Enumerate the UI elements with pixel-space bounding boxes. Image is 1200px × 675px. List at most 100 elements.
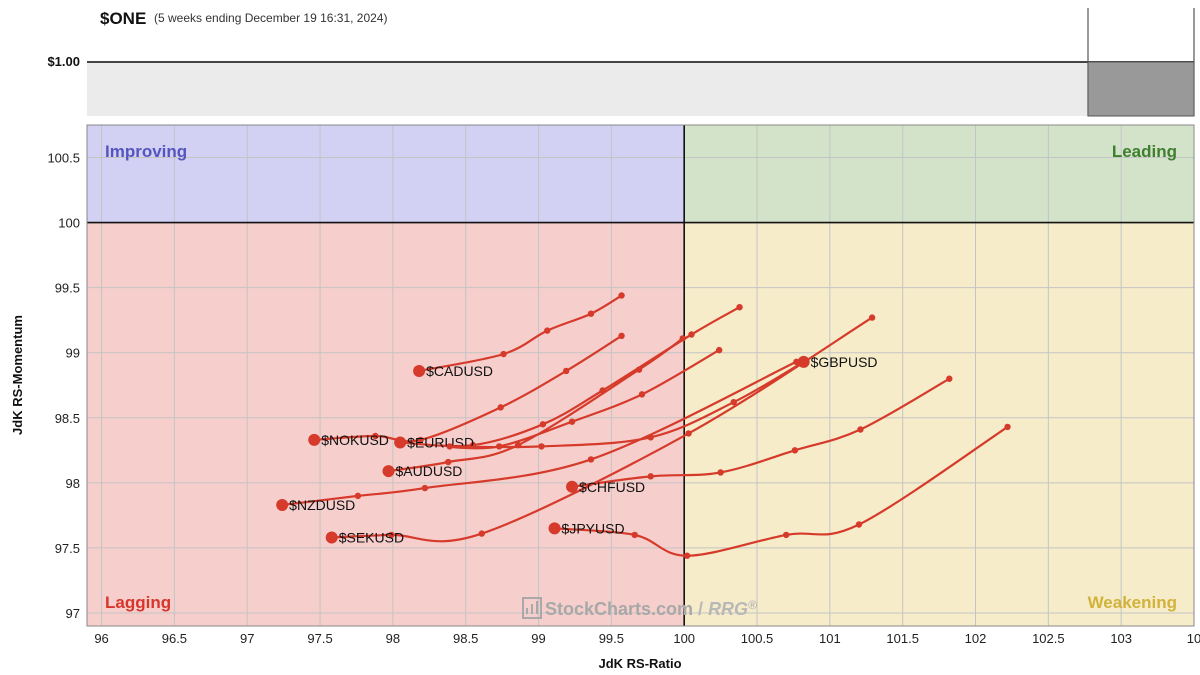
tail-point-sekusd <box>685 430 692 437</box>
head-marker-audusd <box>382 465 395 478</box>
tail-point-chfusd <box>717 469 724 476</box>
tail-point-nzdusd <box>793 358 800 366</box>
x-tick-label: 98 <box>386 631 400 646</box>
x-tick-label: 10 <box>1187 631 1200 646</box>
tail-point-jpyusd <box>1004 423 1011 431</box>
watermark: StockCharts.com / RRG® <box>522 597 757 619</box>
tail-point-nokusd <box>497 404 504 411</box>
x-axis-ticks: 96 96.5 97 97.5 98 98.5 99 99.5 100 100.5 101 101.5… <box>94 631 1200 646</box>
chart-subtitle: (5 weeks ending December 19 16:31, 2024) <box>154 11 387 25</box>
quadrant-label-improving: Improving <box>105 142 187 161</box>
tail-point-gbpusd <box>568 418 576 425</box>
tail-point-chfusd <box>791 447 799 454</box>
y-tick-label: 98.5 <box>55 411 80 426</box>
y-tick-label: 97 <box>66 606 80 621</box>
tail-point-audusd <box>514 441 522 449</box>
symbol-label-nokusd: $NOKUSD <box>321 432 389 448</box>
tails: $CADUSD$NOKUSD $EURUSD$GBPUSD$AUDUSD$NZDU… <box>276 292 1011 559</box>
price-bar <box>1087 61 1195 117</box>
head-marker-cadusd <box>413 364 426 377</box>
tail-point-audusd <box>445 458 452 466</box>
watermark-brand: StockCharts.com <box>545 599 693 619</box>
tail-point-gbpusd <box>638 391 646 398</box>
x-axis-title: JdK RS-Ratio <box>598 656 681 671</box>
y-tick-label: 99 <box>66 346 80 361</box>
tail-point-gbpusd <box>715 346 723 354</box>
symbol-label-chfusd: $CHFUSD <box>579 479 645 495</box>
stockcharts-logo-icon-bars <box>526 601 538 614</box>
tail-point-nokusd <box>563 367 570 375</box>
quadrant-weakening <box>684 222 1194 626</box>
x-tick-label: 101 <box>819 631 841 646</box>
tail-point-cadusd <box>618 292 625 299</box>
head-marker-jpyusd <box>548 522 561 535</box>
tail-point-nzdusd <box>587 456 595 463</box>
watermark-product: RRG <box>708 599 748 619</box>
head-marker-nzdusd <box>276 498 289 511</box>
tail-point-cadusd <box>544 327 551 334</box>
quadrant-lagging <box>87 222 685 626</box>
tail-point-nzdusd <box>421 484 429 492</box>
price-axis-label: $1.00 <box>47 54 80 69</box>
price-panel-bg <box>87 63 1088 116</box>
price-panel: $ONE (5 weeks ending December 19 16:31, … <box>47 8 1195 117</box>
symbol-label-gbpusd: $GBPUSD <box>811 354 878 370</box>
tail-point-nokusd <box>618 332 625 340</box>
quadrant-label-weakening: Weakening <box>1088 593 1177 612</box>
quadrant-leading <box>684 125 1194 223</box>
quadrant-label-leading: Leading <box>1112 142 1177 161</box>
chart-symbol: $ONE <box>100 9 146 28</box>
tail-point-cadusd <box>587 310 595 317</box>
x-tick-label: 96.5 <box>162 631 187 646</box>
tail-point-chfusd <box>857 426 864 433</box>
symbol-label-sekusd: $SEKUSD <box>339 530 404 546</box>
plot-frame <box>86 124 1195 627</box>
y-tick-label: 97.5 <box>55 541 80 556</box>
x-tick-label: 97 <box>240 631 254 646</box>
tail-point-gbpusd <box>730 398 737 406</box>
tail-line-audusd <box>387 337 684 473</box>
head-marker-nokusd <box>308 433 321 446</box>
symbol-label-nzdusd: $NZDUSD <box>289 497 355 513</box>
x-tick-label: 103 <box>1110 631 1132 646</box>
tail-point-sekusd <box>478 530 485 537</box>
x-tick-label: 102 <box>965 631 987 646</box>
y-tick-label: 98 <box>66 476 80 491</box>
x-tick-label: 102.5 <box>1032 631 1065 646</box>
tail-point-audusd <box>635 366 643 373</box>
tail-jpyusd: $JPYUSD <box>548 423 1011 559</box>
watermark-separator: / <box>693 599 708 619</box>
tail-point-sekusd <box>388 531 395 539</box>
tail-point-jpyusd <box>855 521 863 528</box>
tail-point-nzdusd <box>354 492 362 500</box>
symbol-label-audusd: $AUDUSD <box>396 463 463 479</box>
tail-point-gbpusd <box>496 443 503 450</box>
stockcharts-logo-icon <box>522 597 542 619</box>
tail-point-nokusd <box>372 432 379 440</box>
watermark-text: StockCharts.com / RRG® <box>545 598 757 619</box>
tail-cadusd: $CADUSD <box>413 292 625 379</box>
y-tick-label: 100 <box>58 216 80 231</box>
y-axis-title: JdK RS-Momentum <box>10 315 25 435</box>
tail-nzdusd: $NZDUSD <box>276 358 800 513</box>
x-tick-label: 100.5 <box>741 631 774 646</box>
tail-point-jpyusd <box>631 531 638 539</box>
y-tick-label: 100.5 <box>47 151 80 166</box>
tail-point-eurusd <box>688 331 695 338</box>
tail-point-jpyusd <box>683 552 691 559</box>
head-marker-chfusd <box>566 480 579 493</box>
tail-point-gbpusd <box>538 443 545 450</box>
tail-point-chfusd <box>647 473 654 480</box>
symbol-label-jpyusd: $JPYUSD <box>562 520 625 536</box>
tail-point-jpyusd <box>782 531 790 539</box>
quadrant-label-lagging: Lagging <box>105 593 171 612</box>
symbol-label-cadusd: $CADUSD <box>426 363 493 379</box>
tail-audusd: $AUDUSD <box>382 335 686 479</box>
tail-chfusd: $CHFUSD <box>566 375 953 495</box>
tail-point-nokusd <box>417 436 424 444</box>
x-tick-label: 98.5 <box>453 631 478 646</box>
tail-sekusd: $SEKUSD <box>325 314 876 546</box>
tail-point-gbpusd <box>446 443 453 450</box>
plot-area: Improving Leading Lagging Weakening Stoc… <box>86 124 1195 627</box>
x-tick-label: 101.5 <box>886 631 919 646</box>
